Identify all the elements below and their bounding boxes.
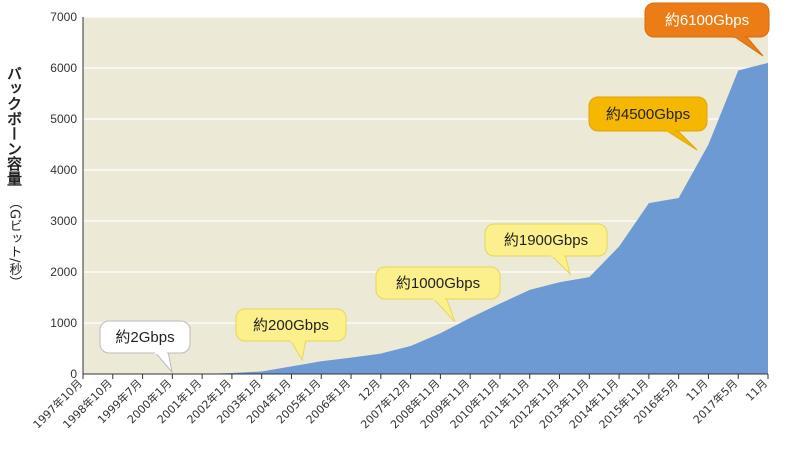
y-axis-title: バックボーン容量 （Gビット/秒） [5, 66, 23, 288]
callout-box [484, 223, 608, 257]
y-tick-label: 4000 [50, 163, 77, 177]
y-axis-title-unit: （Gビット/秒） [7, 196, 23, 288]
callout-amber: 約4500Gbps [588, 96, 708, 151]
callout-yellow: 約200Gbps [235, 308, 347, 362]
callout-yellow: 約1000Gbps [375, 266, 501, 323]
callout-label: 約2Gbps [115, 329, 174, 346]
y-axis-title-main: バックボーン容量 [5, 66, 23, 186]
y-tick-label: 5000 [50, 112, 77, 126]
x-tick-label: 11月 [684, 377, 711, 404]
callout-label: 約1900Gbps [504, 232, 588, 249]
y-tick-label: 6000 [50, 61, 77, 75]
callout-box [99, 320, 191, 354]
callout-label: 約6100Gbps [665, 12, 749, 29]
callouts: 約2Gbps 約200Gbps 約1000Gbps 約1900Gbps 約4500Gbp… [99, 2, 770, 374]
x-axis-ticks: 1997年10月1998年10月1999年7月2000年1月2001年1月200… [30, 374, 770, 431]
callout-label: 約4500Gbps [606, 106, 690, 123]
callout-label: 約200Gbps [253, 317, 329, 334]
callout-yellow: 約1900Gbps [484, 223, 608, 276]
callout-white: 約2Gbps [99, 320, 191, 374]
y-tick-label: 2000 [50, 265, 77, 279]
y-axis-ticks: 0 1000 2000 3000 4000 5000 6000 7000 [50, 10, 77, 381]
x-tick-label: 12月 [356, 377, 383, 404]
y-tick-label: 3000 [50, 214, 77, 228]
y-tick-label: 1000 [50, 316, 77, 330]
y-tick-label: 0 [70, 367, 77, 381]
callout-box [588, 96, 708, 132]
capacity-area [83, 62, 768, 375]
callout-box [644, 2, 770, 38]
callout-label: 約1000Gbps [396, 275, 480, 292]
y-tick-label: 7000 [50, 10, 77, 24]
x-tick-label: 11月 [743, 377, 770, 404]
callout-orange: 約6100Gbps [644, 2, 770, 57]
